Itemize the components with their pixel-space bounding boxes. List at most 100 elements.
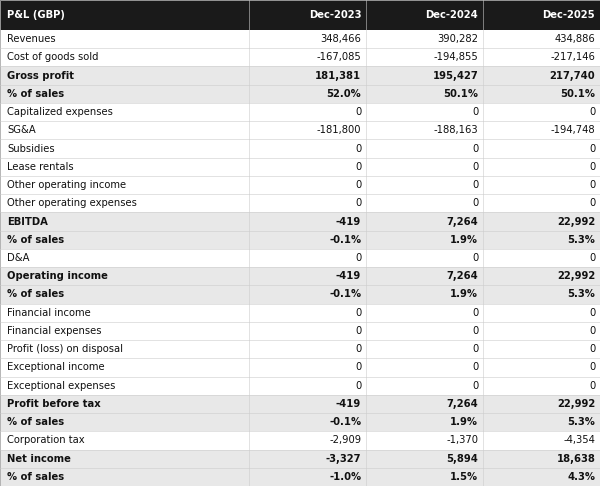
- Text: 7,264: 7,264: [446, 271, 478, 281]
- Text: 217,740: 217,740: [550, 70, 595, 81]
- Text: 0: 0: [472, 253, 478, 263]
- Text: Revenues: Revenues: [7, 34, 56, 44]
- Text: 0: 0: [355, 381, 361, 391]
- Text: -0.1%: -0.1%: [329, 235, 361, 245]
- Text: 5.3%: 5.3%: [568, 235, 595, 245]
- Text: 5.3%: 5.3%: [568, 290, 595, 299]
- Text: Financial expenses: Financial expenses: [7, 326, 102, 336]
- Text: Profit before tax: Profit before tax: [7, 399, 101, 409]
- Text: -194,855: -194,855: [433, 52, 478, 62]
- Text: 50.1%: 50.1%: [560, 89, 595, 99]
- FancyBboxPatch shape: [0, 285, 600, 304]
- FancyBboxPatch shape: [0, 30, 600, 48]
- Text: 0: 0: [355, 107, 361, 117]
- Text: SG&A: SG&A: [7, 125, 36, 135]
- Text: 0: 0: [355, 308, 361, 318]
- Text: % of sales: % of sales: [7, 417, 64, 427]
- Text: -194,748: -194,748: [551, 125, 595, 135]
- Text: 0: 0: [589, 363, 595, 372]
- Text: 0: 0: [589, 180, 595, 190]
- Text: 0: 0: [355, 253, 361, 263]
- Text: 0: 0: [355, 143, 361, 154]
- FancyBboxPatch shape: [0, 450, 600, 468]
- Text: 0: 0: [472, 180, 478, 190]
- FancyBboxPatch shape: [0, 139, 600, 157]
- FancyBboxPatch shape: [0, 468, 600, 486]
- Text: 18,638: 18,638: [556, 453, 595, 464]
- Text: 0: 0: [472, 344, 478, 354]
- Text: 0: 0: [589, 381, 595, 391]
- Text: 0: 0: [472, 308, 478, 318]
- FancyBboxPatch shape: [0, 395, 600, 413]
- Text: 195,427: 195,427: [433, 70, 478, 81]
- FancyBboxPatch shape: [0, 212, 600, 231]
- Text: % of sales: % of sales: [7, 472, 64, 482]
- Text: Capitalized expenses: Capitalized expenses: [7, 107, 113, 117]
- Text: -4,354: -4,354: [563, 435, 595, 445]
- Text: 0: 0: [472, 198, 478, 208]
- Text: 0: 0: [472, 381, 478, 391]
- Text: 50.1%: 50.1%: [443, 89, 478, 99]
- Text: Other operating income: Other operating income: [7, 180, 127, 190]
- FancyBboxPatch shape: [0, 231, 600, 249]
- Text: 0: 0: [355, 180, 361, 190]
- FancyBboxPatch shape: [0, 194, 600, 212]
- FancyBboxPatch shape: [0, 121, 600, 139]
- Text: 52.0%: 52.0%: [326, 89, 361, 99]
- Text: 0: 0: [355, 344, 361, 354]
- Text: 1.9%: 1.9%: [450, 235, 478, 245]
- FancyBboxPatch shape: [0, 85, 600, 103]
- Text: 0: 0: [355, 326, 361, 336]
- Text: 348,466: 348,466: [320, 34, 361, 44]
- Text: Lease rentals: Lease rentals: [7, 162, 74, 172]
- FancyBboxPatch shape: [0, 358, 600, 377]
- Text: 0: 0: [472, 107, 478, 117]
- Text: Profit (loss) on disposal: Profit (loss) on disposal: [7, 344, 123, 354]
- Text: Exceptional income: Exceptional income: [7, 363, 105, 372]
- Text: 1.9%: 1.9%: [450, 290, 478, 299]
- Text: 7,264: 7,264: [446, 217, 478, 226]
- Text: -188,163: -188,163: [434, 125, 478, 135]
- FancyBboxPatch shape: [0, 103, 600, 121]
- Text: Cost of goods sold: Cost of goods sold: [7, 52, 98, 62]
- Text: -3,327: -3,327: [326, 453, 361, 464]
- Text: 22,992: 22,992: [557, 399, 595, 409]
- Text: Gross profit: Gross profit: [7, 70, 74, 81]
- Text: -181,800: -181,800: [317, 125, 361, 135]
- Text: P&L (GBP): P&L (GBP): [7, 10, 65, 20]
- Text: 434,886: 434,886: [554, 34, 595, 44]
- FancyBboxPatch shape: [0, 0, 600, 30]
- FancyBboxPatch shape: [0, 322, 600, 340]
- FancyBboxPatch shape: [0, 413, 600, 431]
- Text: -419: -419: [336, 399, 361, 409]
- Text: EBITDA: EBITDA: [7, 217, 48, 226]
- FancyBboxPatch shape: [0, 48, 600, 67]
- Text: 0: 0: [589, 326, 595, 336]
- Text: 0: 0: [589, 253, 595, 263]
- Text: -217,146: -217,146: [550, 52, 595, 62]
- Text: 0: 0: [589, 162, 595, 172]
- FancyBboxPatch shape: [0, 249, 600, 267]
- Text: 5,894: 5,894: [446, 453, 478, 464]
- Text: Financial income: Financial income: [7, 308, 91, 318]
- Text: Dec-2024: Dec-2024: [425, 10, 478, 20]
- Text: 1.5%: 1.5%: [450, 472, 478, 482]
- Text: -167,085: -167,085: [316, 52, 361, 62]
- Text: -1.0%: -1.0%: [329, 472, 361, 482]
- FancyBboxPatch shape: [0, 176, 600, 194]
- Text: 0: 0: [355, 363, 361, 372]
- Text: Subsidies: Subsidies: [7, 143, 55, 154]
- Text: Operating income: Operating income: [7, 271, 108, 281]
- Text: % of sales: % of sales: [7, 290, 64, 299]
- Text: 0: 0: [589, 344, 595, 354]
- Text: 1.9%: 1.9%: [450, 417, 478, 427]
- Text: 181,381: 181,381: [315, 70, 361, 81]
- FancyBboxPatch shape: [0, 377, 600, 395]
- Text: Net income: Net income: [7, 453, 71, 464]
- FancyBboxPatch shape: [0, 304, 600, 322]
- Text: D&A: D&A: [7, 253, 30, 263]
- Text: Dec-2025: Dec-2025: [542, 10, 595, 20]
- Text: -2,909: -2,909: [329, 435, 361, 445]
- Text: 0: 0: [472, 143, 478, 154]
- Text: % of sales: % of sales: [7, 89, 64, 99]
